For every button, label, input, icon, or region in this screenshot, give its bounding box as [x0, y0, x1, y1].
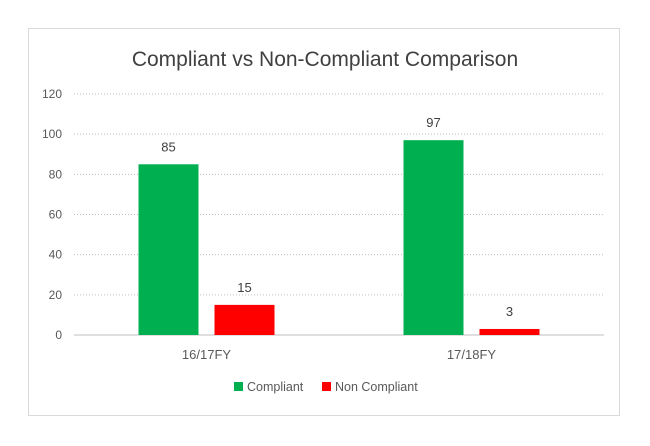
- y-tick-label: 80: [49, 167, 63, 181]
- y-tick-label: 60: [49, 208, 63, 222]
- data-label: 15: [237, 280, 251, 295]
- data-label: 97: [426, 115, 440, 130]
- legend-label: Non Compliant: [335, 380, 418, 394]
- bar-compliant-1: [403, 140, 464, 335]
- legend-label: Compliant: [247, 380, 304, 394]
- x-tick-label: 17/18FY: [447, 347, 496, 362]
- y-tick-label: 40: [49, 248, 63, 262]
- bar-compliant-0: [138, 164, 199, 335]
- bar-non-compliant-0: [214, 304, 275, 335]
- data-label: 85: [161, 139, 175, 154]
- y-tick-label: 0: [55, 328, 62, 342]
- bar-non-compliant-1: [479, 328, 540, 335]
- legend-swatch-non-compliant: [322, 382, 331, 391]
- chart-title: Compliant vs Non-Compliant Comparison: [132, 48, 518, 71]
- chart-frame: [28, 28, 620, 416]
- data-label: 3: [506, 304, 513, 319]
- y-tick-label: 120: [42, 87, 62, 101]
- y-tick-label: 20: [49, 288, 63, 302]
- legend-swatch-compliant: [234, 382, 243, 391]
- x-tick-label: 16/17FY: [182, 347, 231, 362]
- y-tick-label: 100: [42, 127, 62, 141]
